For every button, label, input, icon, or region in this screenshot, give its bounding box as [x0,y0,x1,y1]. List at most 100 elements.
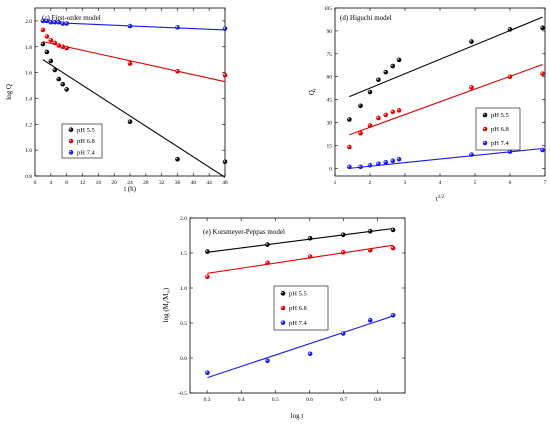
x-tick-label: 6 [509,180,512,186]
legend: pH 5.5 pH 6.8 pH 7.4 [273,285,329,331]
y-tick-label: 1.4 [25,96,32,102]
x-tick-label: 5 [474,180,477,186]
data-point [307,236,313,241]
legend-box [61,123,103,159]
data-point [48,58,54,64]
data-point [175,25,180,30]
chart-title: (c) First-order model [42,14,101,22]
fit-line [42,21,226,31]
y-tick-label: 2.0 [25,19,32,25]
fit-line [42,59,226,178]
y-tick-label: 0.8 [25,174,32,180]
legend-label: pH 5.5 [77,127,95,134]
data-point [367,247,373,253]
data-point [127,23,133,29]
data-point [222,159,228,165]
x-tick-label: 8 [65,180,68,186]
data-point [340,331,346,336]
y-tick-label: 1.0 [180,286,187,292]
x-tick-label: 40 [191,180,197,186]
series-ph-7-4 [40,18,228,31]
data-point [64,87,69,92]
legend-marker [280,305,286,311]
data-point [390,63,396,69]
data-point [376,115,381,121]
chart-title: (d) Higuchi model [340,14,392,22]
x-tick-label: 2 [369,180,372,186]
data-point [396,156,402,162]
y-tick-label: 1.5 [180,251,187,257]
y-tick-label: 2.0 [180,216,187,222]
data-point [60,44,66,50]
legend-marker [482,126,488,132]
legend-marker [68,138,74,144]
legend-marker [280,320,286,325]
data-point [56,19,62,25]
y-tick-label: 1.0 [25,148,32,154]
y-tick-label: 60 [327,75,333,81]
data-point [390,109,396,115]
data-point [56,76,62,82]
data-point [52,19,58,25]
data-point [222,26,228,31]
legend-label: pH 7.4 [77,150,95,157]
data-point [265,260,270,266]
legend-marker [280,291,286,296]
fit-line [207,244,394,274]
x-tick-label: 0.8 [374,397,381,403]
y-tick-label: 30 [327,121,333,127]
y-tick-label: 45 [327,98,333,104]
data-point [48,38,54,43]
data-point [60,81,66,87]
legend-label: pH 7.4 [289,320,307,327]
data-point [469,152,474,157]
y-tick-label: 105 [324,6,333,12]
x-tick-label: 12 [80,180,86,186]
y-axis-label: log Q [5,84,13,100]
legend-marker [482,140,488,146]
y-tick-label: 1.2 [25,122,32,128]
plot-frame [334,7,546,177]
y-tick-label: 90 [327,29,333,35]
series-ph-7-4 [347,147,545,170]
legend-marker [68,150,74,155]
data-point [340,250,346,255]
legend-label: pH 6.8 [77,138,95,145]
x-tick-label: 4 [439,180,442,186]
x-tick-label: 4 [49,180,52,186]
data-point [376,161,381,167]
data-point [396,108,402,113]
data-point [390,245,396,251]
x-tick-label: 0.5 [272,397,279,403]
first-order-chart: 0 4 8 12 16 20 24 28 32 36 40 44 480.81.01.21.41.61.… [5,7,228,193]
y-tick-label: 1.6 [25,71,32,77]
data-point [347,144,352,150]
data-point [390,313,396,318]
x-axis-label: t (h) [124,185,137,193]
legend-marker [482,112,488,118]
data-point [64,21,69,26]
data-point [507,149,513,154]
data-point [340,232,346,238]
data-point [367,89,373,95]
data-point [175,69,180,74]
y-axis-label: Qt [308,88,318,95]
fit-line [42,41,226,83]
data-point [507,27,513,32]
data-point [307,254,313,259]
data-point [358,164,363,170]
data-point [60,21,66,26]
series-ph-6-8 [347,63,545,150]
data-point [396,57,402,63]
data-point [376,77,381,83]
x-tick-label: 0.6 [306,397,313,403]
x-tick-label: 0 [34,180,37,186]
data-point [52,40,58,46]
fit-line [207,315,394,379]
data-point [367,163,373,168]
x-axis-label: log t [291,412,304,420]
x-tick-label: 0.3 [204,397,211,403]
x-tick-label: 0.7 [340,397,347,403]
data-point [64,45,69,51]
data-point [383,159,389,165]
